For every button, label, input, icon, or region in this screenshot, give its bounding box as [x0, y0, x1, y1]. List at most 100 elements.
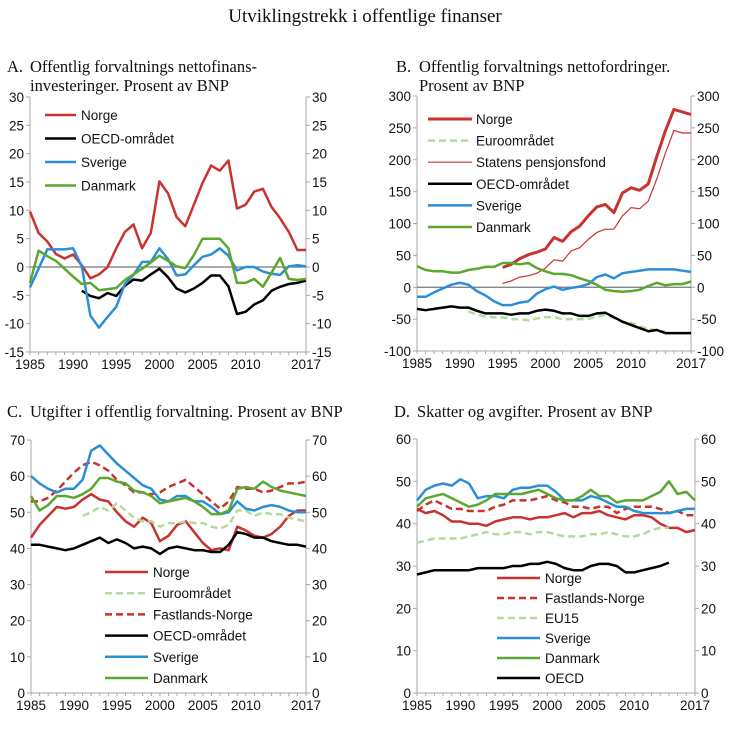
- y-tick-label-right: 70: [312, 433, 327, 448]
- x-tick-label: 1985: [15, 357, 45, 372]
- panel-b-label: B.: [396, 57, 412, 76]
- y-tick-label-right: -5: [312, 288, 324, 303]
- y-tick-label-left: 50: [396, 248, 411, 263]
- y-tick-label-left: -100: [384, 344, 411, 359]
- y-tick-label-right: 20: [701, 601, 716, 616]
- y-tick-label-right: 30: [312, 578, 327, 593]
- y-tick-label-left: 10: [396, 644, 411, 659]
- legend-label: Danmark: [81, 179, 136, 194]
- y-tick-label-right: 200: [697, 153, 720, 168]
- series-line-sverige: [417, 268, 692, 307]
- x-tick-label: 2010: [231, 698, 261, 713]
- y-tick-label-left: -15: [4, 345, 24, 360]
- figure-title: Utviklingstrekk i offentlige finanser: [228, 6, 502, 27]
- panel-a-title-line-1: Offentlig forvaltnings nettofinans-: [30, 57, 257, 76]
- y-tick-label-left: 70: [10, 433, 25, 448]
- x-tick-label: 2010: [231, 357, 261, 372]
- y-tick-label-left: 150: [388, 185, 411, 200]
- panel-a-label: A.: [7, 57, 24, 76]
- y-tick-label-left: 20: [396, 601, 411, 616]
- legend-label: OECD-området: [153, 629, 246, 644]
- series-line-sverige: [30, 444, 306, 516]
- y-tick-label-left: 40: [10, 541, 25, 556]
- legend-label: Euroområdet: [476, 134, 554, 149]
- legend-label: Danmark: [476, 220, 531, 235]
- legend-label: Norge: [81, 108, 118, 123]
- y-tick-label-right: 250: [697, 121, 720, 136]
- y-tick-label-left: 50: [396, 474, 411, 489]
- y-tick-label-right: 60: [701, 432, 716, 447]
- y-tick-label-right: 20: [312, 614, 327, 629]
- legend-label: Norge: [476, 112, 513, 127]
- y-tick-label-left: 60: [396, 432, 411, 447]
- y-tick-label-right: 300: [697, 89, 720, 104]
- panel-d-title-line-1: Skatter og avgifter. Prosent av BNP: [417, 402, 653, 421]
- panel-a-title: A. Offentlig forvaltnings nettofinans- in…: [7, 57, 257, 95]
- x-tick-label: 2005: [576, 698, 606, 713]
- legend-label: Fastlands-Norge: [153, 607, 253, 622]
- x-tick-label: 1990: [445, 698, 475, 713]
- panel-b: -100 -100 -50 -50 0 0 50 50 100 100 150 150 200 200 25…: [384, 89, 724, 371]
- x-tick-label: 1995: [489, 698, 519, 713]
- y-tick-label-right: 0: [701, 686, 709, 701]
- y-tick-label-right: 15: [312, 175, 327, 190]
- series-line-danmark: [416, 480, 696, 508]
- panel-c-title: C. Utgifter i offentlig forvaltning. Pros…: [7, 402, 343, 421]
- panel-b-title: B. Offentlig forvaltnings nettofordringer…: [396, 57, 670, 95]
- y-tick-label-left: 10: [9, 203, 24, 218]
- y-tick-label-right: 0: [312, 260, 320, 275]
- series-line-oecd-omr-det: [31, 530, 307, 556]
- panel-a-title-line-2: investeringer. Prosent av BNP: [30, 76, 229, 95]
- y-tick-label-left: 250: [388, 121, 411, 136]
- y-tick-label-left: 30: [10, 578, 25, 593]
- series-line-norge: [502, 107, 692, 269]
- y-tick-label-right: 150: [697, 185, 720, 200]
- y-tick-label-left: 60: [10, 469, 25, 484]
- x-tick-label: 2000: [145, 698, 175, 713]
- x-tick-label: 2000: [530, 356, 560, 371]
- x-tick-label: 1995: [488, 356, 518, 371]
- panel-d-title: D. Skatter og avgifter. Prosent av BNP: [394, 402, 653, 421]
- series-line-norge: [416, 507, 696, 534]
- y-tick-label-left: 10: [10, 650, 25, 665]
- x-tick-label: 2005: [573, 356, 603, 371]
- series-line-euroomr-det: [467, 310, 666, 334]
- y-tick-label-left: 0: [17, 686, 25, 701]
- x-tick-label: 2005: [187, 357, 217, 372]
- y-tick-label-right: 10: [701, 644, 716, 659]
- x-tick-label: 2000: [144, 357, 174, 372]
- y-tick-label-left: 20: [9, 147, 24, 162]
- legend-label: Norge: [545, 571, 582, 586]
- series-line-oecd: [416, 560, 670, 576]
- legend-label: EU15: [545, 611, 579, 626]
- y-tick-label-right: 50: [312, 505, 327, 520]
- y-tick-label-left: 100: [388, 217, 411, 232]
- x-tick-label: 1990: [59, 698, 89, 713]
- legend-label: Sverige: [476, 198, 522, 213]
- y-tick-label-left: 40: [396, 517, 411, 532]
- panel-d: 0 0 10 10 20 20 30 30 40 40 50 50 60 60 1985 1990 1995 20…: [396, 432, 716, 713]
- y-tick-label-left: 5: [16, 232, 24, 247]
- y-tick-label-right: 5: [312, 232, 320, 247]
- y-tick-label-right: -50: [697, 312, 717, 327]
- x-tick-label: 2005: [188, 698, 218, 713]
- x-tick-label: 1990: [58, 357, 88, 372]
- legend-label: OECD: [545, 671, 584, 686]
- legend-label: Danmark: [545, 651, 600, 666]
- series-line-sverige: [416, 477, 695, 515]
- y-tick-label-left: 30: [9, 90, 24, 105]
- legend-label: Sverige: [545, 631, 591, 646]
- y-tick-label-right: -15: [312, 345, 332, 360]
- y-tick-label-right: 20: [312, 147, 327, 162]
- x-tick-label: 2017: [676, 356, 706, 371]
- y-tick-label-right: 50: [701, 474, 716, 489]
- y-tick-label-right: 50: [697, 248, 712, 263]
- y-tick-label-right: -100: [697, 344, 724, 359]
- x-tick-label: 1985: [402, 356, 432, 371]
- y-tick-label-right: -10: [312, 317, 332, 332]
- y-tick-label-left: 25: [9, 118, 24, 133]
- series-line-statens-pensjonsfond: [502, 129, 691, 284]
- y-tick-label-right: 30: [701, 559, 716, 574]
- y-tick-label-left: -5: [12, 288, 24, 303]
